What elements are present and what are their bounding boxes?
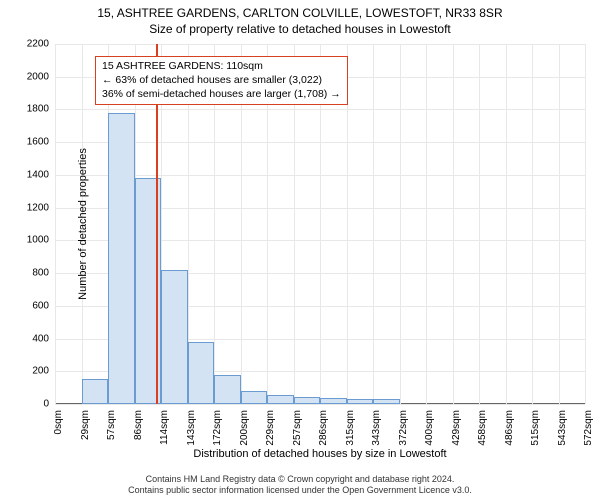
xtick-label: 0sqm <box>53 410 64 434</box>
histogram-bar <box>188 342 215 404</box>
xtick-label: 200sqm <box>239 410 250 446</box>
ytick-label: 800 <box>9 268 49 279</box>
xtick-label: 257sqm <box>292 410 303 446</box>
ytick-label: 1200 <box>9 202 49 213</box>
gridline-vertical <box>426 44 427 404</box>
plot-area: 0200400600800100012001400160018002000220… <box>55 44 585 404</box>
xtick-label: 315sqm <box>345 410 356 446</box>
gridline-vertical <box>585 44 586 404</box>
x-axis-label: Distribution of detached houses by size … <box>55 448 585 460</box>
page-subtitle: Size of property relative to detached ho… <box>0 20 600 36</box>
xtick-label: 458sqm <box>477 410 488 446</box>
histogram-bar <box>347 399 374 404</box>
ytick-label: 600 <box>9 300 49 311</box>
xtick-label: 543sqm <box>557 410 568 446</box>
xtick-label: 86sqm <box>133 410 144 440</box>
gridline-vertical <box>506 44 507 404</box>
xtick-label: 343sqm <box>371 410 382 446</box>
xtick-label: 372sqm <box>398 410 409 446</box>
xtick-label: 572sqm <box>583 410 594 446</box>
histogram-bar <box>373 399 400 404</box>
page-title-address: 15, ASHTREE GARDENS, CARLTON COLVILLE, L… <box>0 0 600 20</box>
ytick-label: 1800 <box>9 104 49 115</box>
histogram-bar <box>267 395 294 404</box>
ytick-label: 400 <box>9 333 49 344</box>
xtick-label: 515sqm <box>530 410 541 446</box>
gridline-horizontal <box>55 404 585 405</box>
histogram-bar <box>294 397 321 404</box>
gridline-vertical <box>453 44 454 404</box>
gridline-vertical <box>559 44 560 404</box>
xtick-label: 400sqm <box>424 410 435 446</box>
histogram-bar <box>241 391 268 404</box>
xtick-label: 114sqm <box>159 410 170 445</box>
annotation-line-2: ← 63% of detached houses are smaller (3,… <box>102 73 341 87</box>
annotation-line-3: 36% of semi-detached houses are larger (… <box>102 87 341 101</box>
ytick-label: 200 <box>9 366 49 377</box>
footer-line-1: Contains HM Land Registry data © Crown c… <box>0 474 600 485</box>
annotation-line-1: 15 ASHTREE GARDENS: 110sqm <box>102 59 341 73</box>
ytick-label: 2200 <box>9 39 49 50</box>
gridline-vertical <box>373 44 374 404</box>
ytick-label: 2000 <box>9 71 49 82</box>
histogram-bar <box>320 398 347 404</box>
histogram-bar <box>161 270 188 404</box>
histogram-bar <box>214 375 241 404</box>
xtick-label: 57sqm <box>106 410 117 440</box>
ytick-label: 1400 <box>9 169 49 180</box>
histogram-bar <box>108 113 135 404</box>
annotation-box: 15 ASHTREE GARDENS: 110sqm ← 63% of deta… <box>95 56 348 105</box>
footer-attribution: Contains HM Land Registry data © Crown c… <box>0 474 600 497</box>
gridline-vertical <box>400 44 401 404</box>
ytick-label: 0 <box>9 399 49 410</box>
gridline-vertical <box>55 44 56 404</box>
xtick-label: 172sqm <box>212 410 223 446</box>
footer-line-2: Contains public sector information licen… <box>0 485 600 496</box>
xtick-label: 429sqm <box>451 410 462 446</box>
ytick-label: 1600 <box>9 137 49 148</box>
gridline-vertical <box>532 44 533 404</box>
xtick-label: 143sqm <box>186 410 197 446</box>
xtick-label: 229sqm <box>265 410 276 446</box>
ytick-label: 1000 <box>9 235 49 246</box>
gridline-vertical <box>479 44 480 404</box>
chart-container: 15, ASHTREE GARDENS, CARLTON COLVILLE, L… <box>0 0 600 500</box>
y-axis-label: Number of detached properties <box>77 148 89 300</box>
histogram-bar <box>82 379 109 404</box>
xtick-label: 486sqm <box>504 410 515 446</box>
xtick-label: 286sqm <box>318 410 329 446</box>
xtick-label: 29sqm <box>80 410 91 440</box>
